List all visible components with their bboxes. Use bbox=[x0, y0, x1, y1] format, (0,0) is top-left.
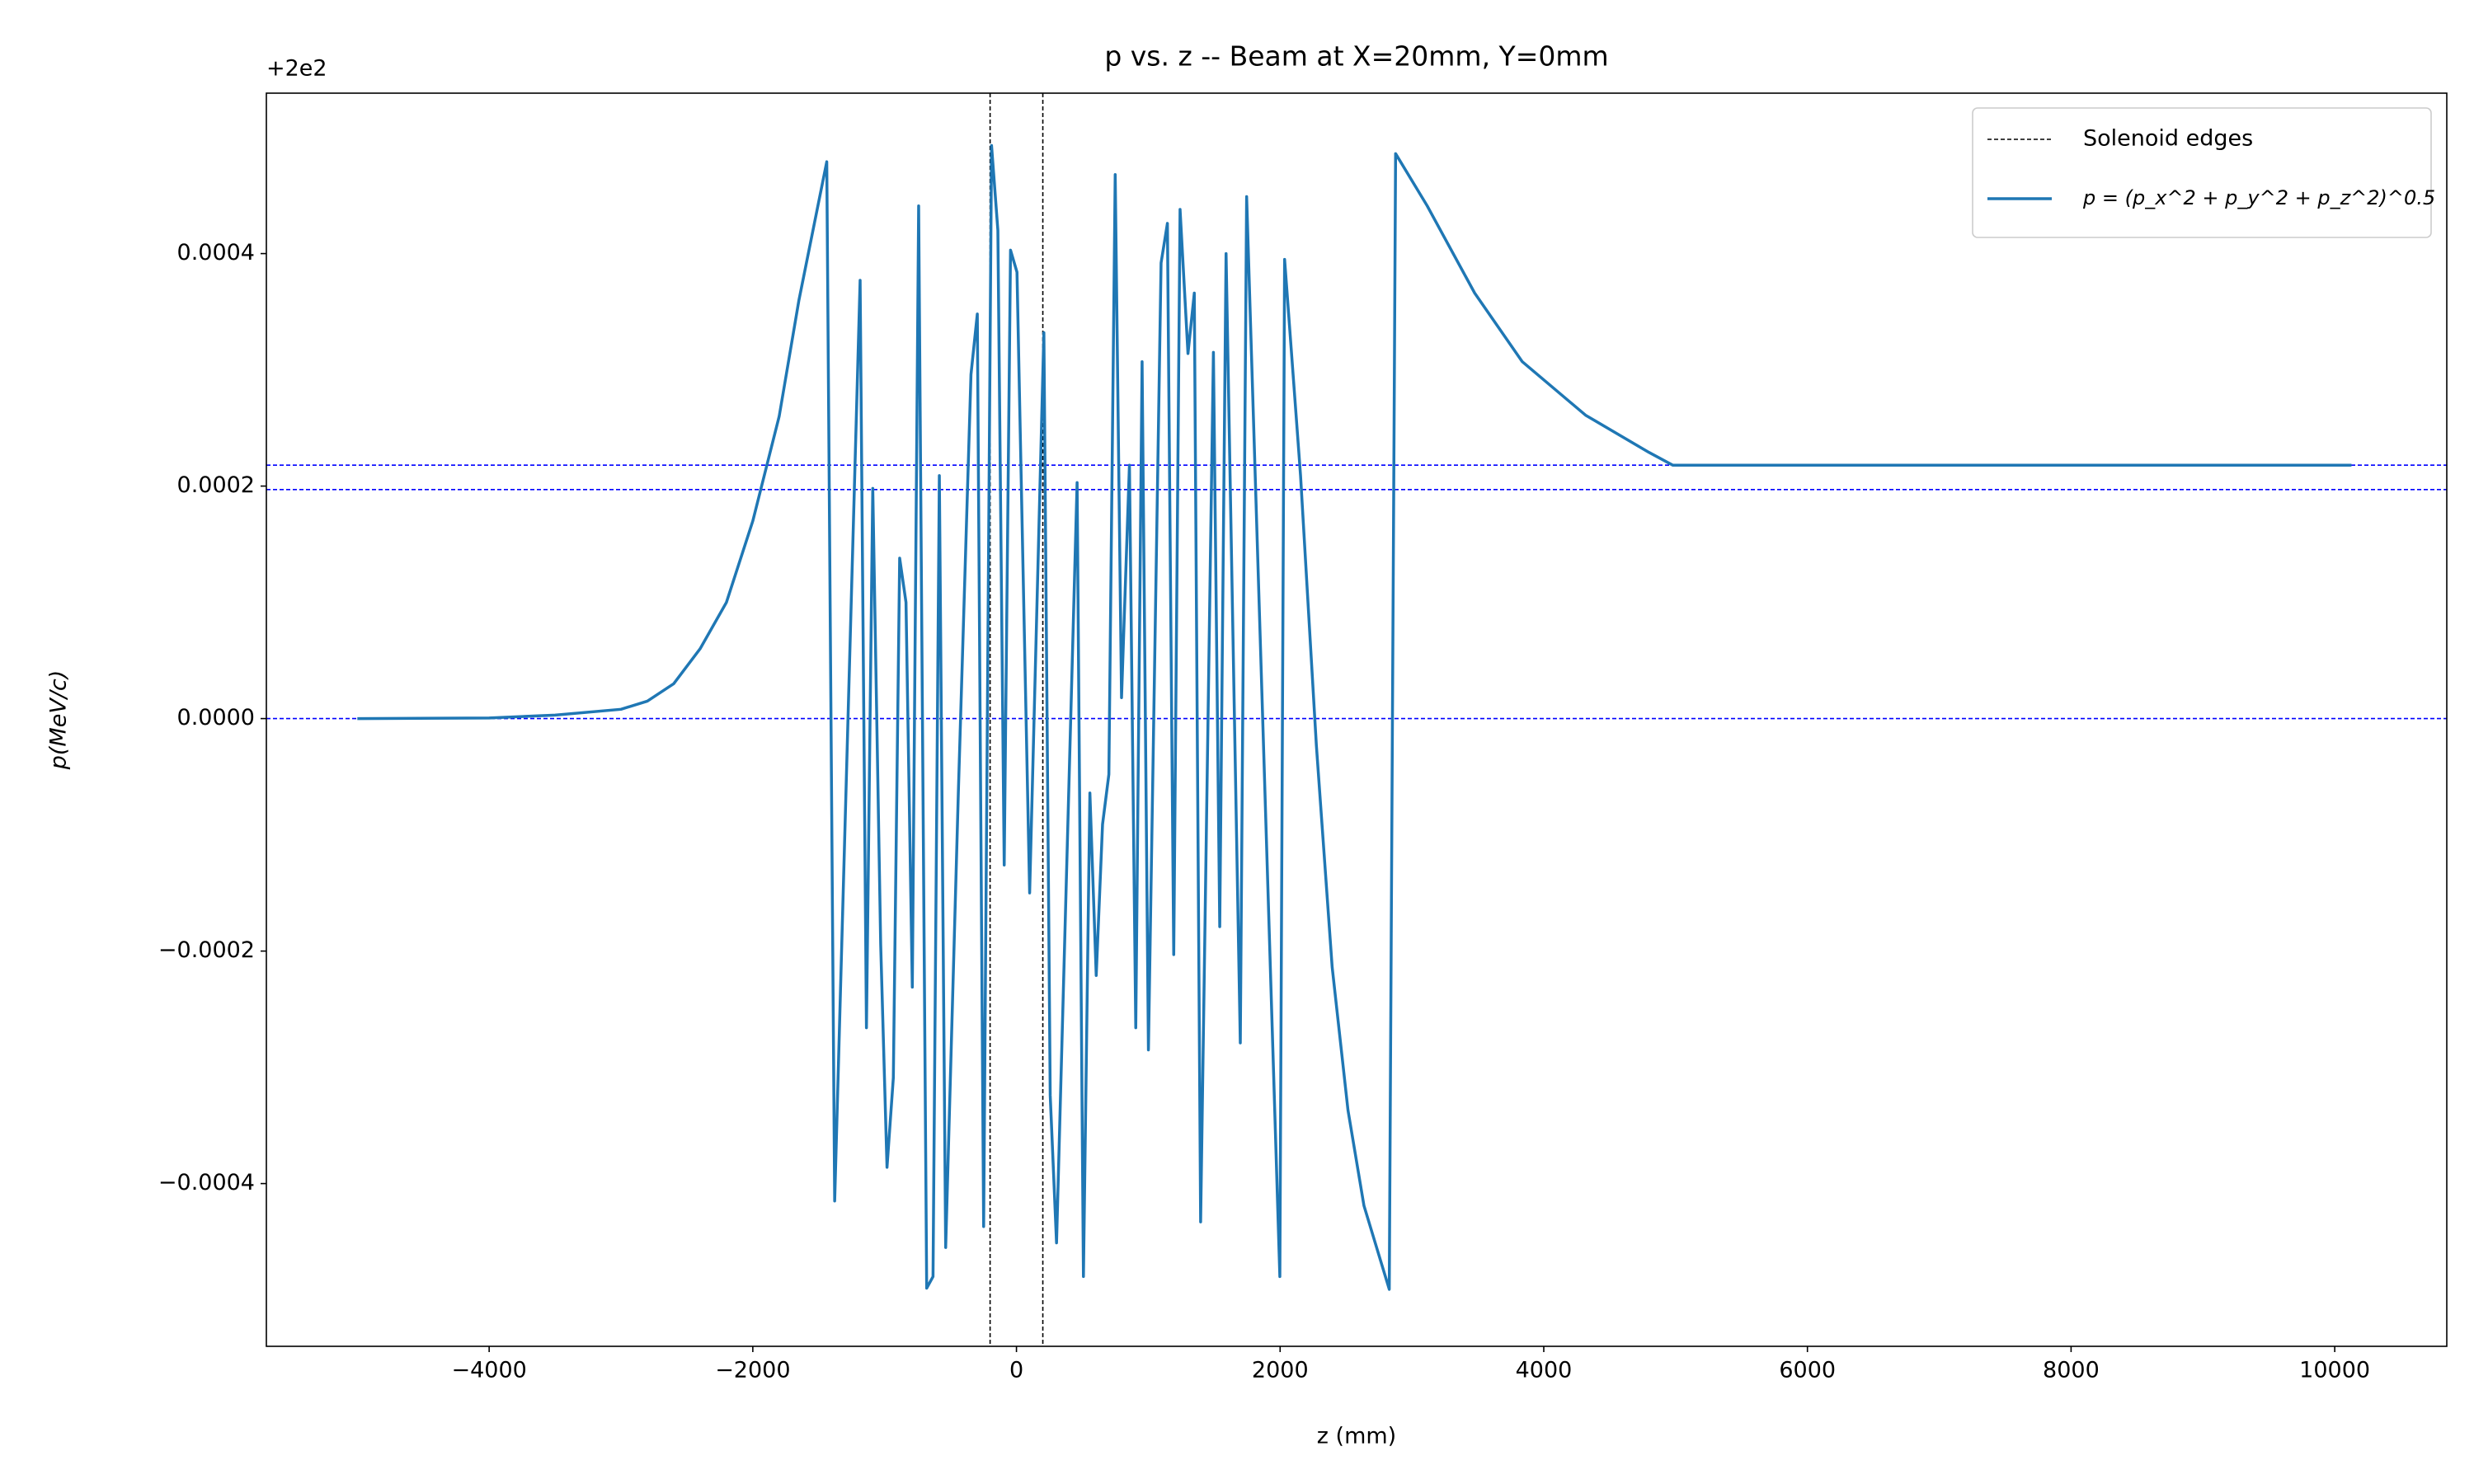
x-tick-label: 8000 bbox=[2043, 1358, 2100, 1383]
x-axis-label: z (mm) bbox=[1317, 1424, 1396, 1449]
y-tick-label: −0.0002 bbox=[158, 937, 255, 963]
offset-text: +2e2 bbox=[266, 56, 327, 82]
x-tick-label: 0 bbox=[1009, 1358, 1023, 1383]
x-tick-label: 4000 bbox=[1516, 1358, 1573, 1383]
y-tick-label: 0.0004 bbox=[177, 240, 255, 265]
chart-title: p vs. z -- Beam at X=20mm, Y=0mm bbox=[1104, 40, 1608, 73]
data-line bbox=[357, 143, 2352, 1291]
y-tick-label: 0.0002 bbox=[177, 472, 255, 498]
legend-label: p = (p_x^2 + p_y^2 + p_z^2)^0.5 bbox=[2082, 186, 2435, 209]
y-tick-label: 0.0000 bbox=[177, 705, 255, 730]
y-tick-label: −0.0004 bbox=[158, 1170, 255, 1195]
y-axis-label: p(MeV/c) bbox=[46, 670, 72, 771]
x-tick-label: 10000 bbox=[2299, 1358, 2370, 1383]
x-tick-label: 2000 bbox=[1252, 1358, 1309, 1383]
x-tick-label: −2000 bbox=[715, 1358, 790, 1383]
plot-frame bbox=[266, 92, 2448, 1347]
x-tick-label: −4000 bbox=[451, 1358, 526, 1383]
legend-box bbox=[1972, 107, 2432, 238]
x-tick-label: 6000 bbox=[1779, 1358, 1836, 1383]
legend-label: Solenoid edges bbox=[2083, 126, 2253, 152]
